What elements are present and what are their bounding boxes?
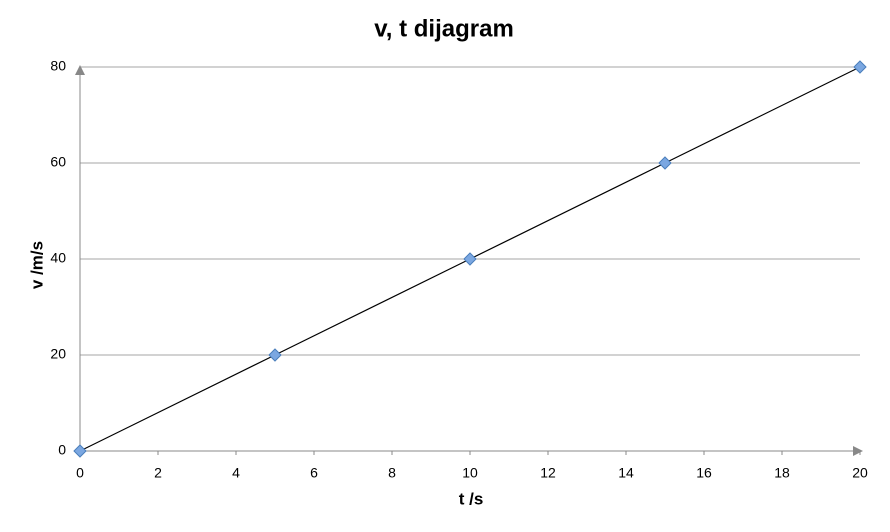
x-tick-label: 10 [462, 465, 478, 481]
data-point [73, 444, 87, 458]
y-tick-label: 60 [50, 154, 66, 170]
y-tick-label: 0 [58, 442, 66, 458]
y-axis-label: v /m/s [27, 241, 46, 289]
x-tick-label: 12 [540, 465, 556, 481]
x-tick-label: 8 [388, 465, 396, 481]
x-tick-label: 14 [618, 465, 634, 481]
data-point [463, 252, 477, 266]
chart-title: v, t dijagram [374, 15, 514, 42]
x-axis-label: t /s [459, 489, 484, 508]
data-point [853, 60, 867, 74]
y-tick-label: 80 [50, 58, 66, 74]
x-tick-label: 0 [76, 465, 84, 481]
y-tick-label: 20 [50, 346, 66, 362]
data-point [658, 156, 672, 170]
y-tick-label: 40 [50, 250, 66, 266]
x-tick-label: 4 [232, 465, 240, 481]
x-tick-label: 16 [696, 465, 712, 481]
x-tick-label: 2 [154, 465, 162, 481]
data-point [268, 348, 282, 362]
x-tick-label: 6 [310, 465, 318, 481]
x-tick-label: 20 [852, 465, 868, 481]
x-tick-label: 18 [774, 465, 790, 481]
